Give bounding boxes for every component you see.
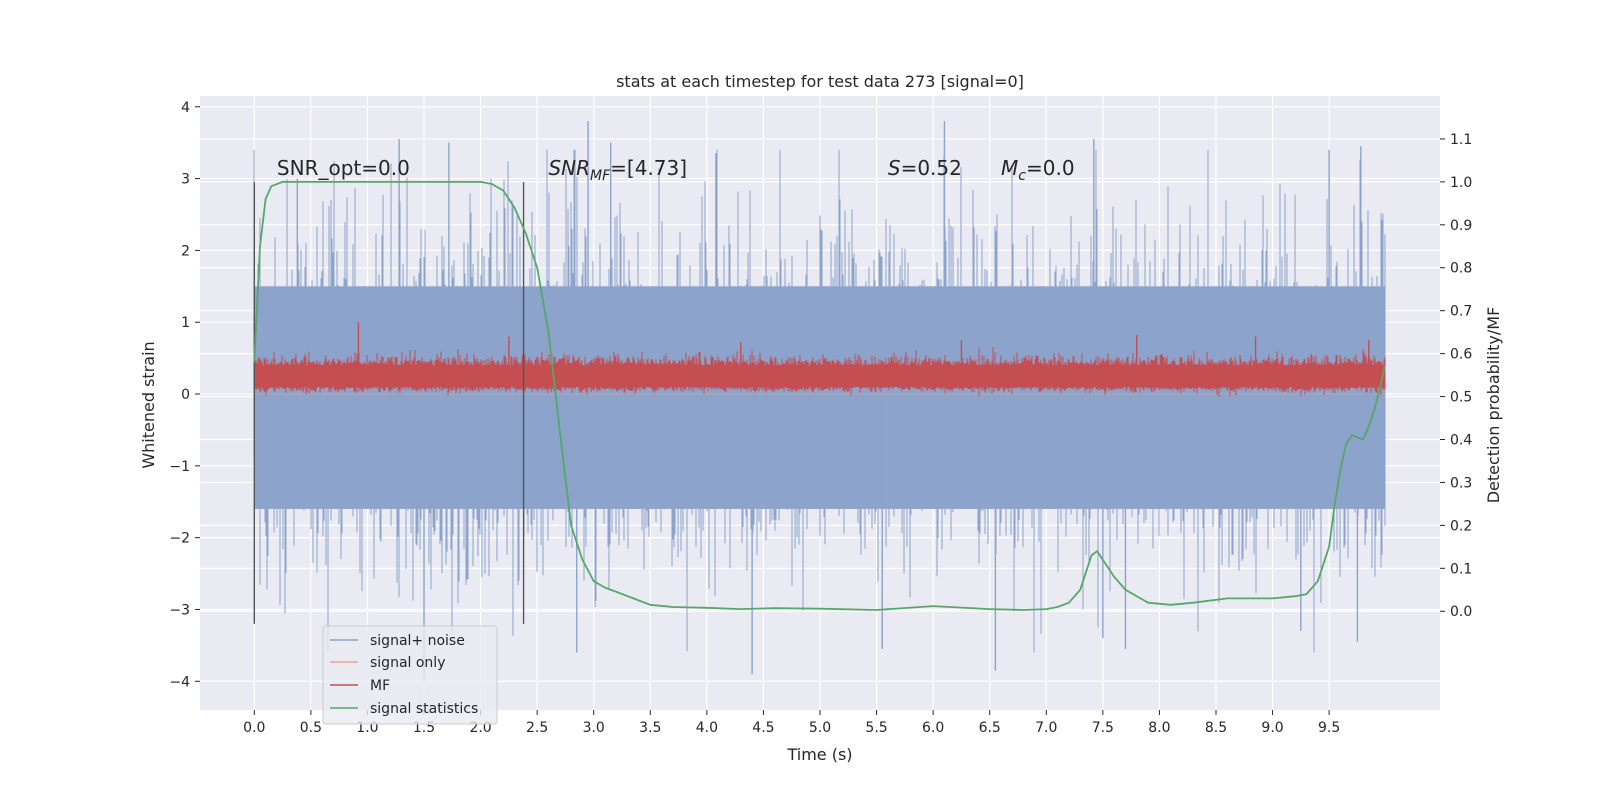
signal-noise-layer xyxy=(253,121,1386,682)
x-tick-label: 0.5 xyxy=(300,720,322,736)
y-tick-label: −3 xyxy=(169,602,190,618)
y2-tick-label: 0.2 xyxy=(1450,518,1472,534)
y2-tick-label: 0.0 xyxy=(1450,604,1472,620)
y-tick-label: 0 xyxy=(181,387,190,403)
y2-tick-label: 1.1 xyxy=(1450,132,1472,148)
x-tick-label: 2.5 xyxy=(526,720,548,736)
y-tick-label: −2 xyxy=(169,531,190,547)
y2-tick-label: 0.5 xyxy=(1450,390,1472,406)
y2-tick-label: 1.0 xyxy=(1450,175,1472,191)
y2-tick-label: 0.7 xyxy=(1450,304,1472,320)
x-tick-label: 4.0 xyxy=(696,720,718,736)
y2-tick-label: 0.9 xyxy=(1450,218,1472,234)
y2-axis-label: Detection probability/MF xyxy=(1484,307,1503,504)
x-tick-label: 6.5 xyxy=(979,720,1001,736)
y-tick-label: 4 xyxy=(181,100,190,116)
x-tick-label: 8.5 xyxy=(1205,720,1227,736)
annotation-text: Mc=0.0 xyxy=(1001,156,1075,184)
x-tick-label: 6.0 xyxy=(922,720,944,736)
x-axis-label: Time (s) xyxy=(786,745,852,764)
signal-statistics-layer xyxy=(253,180,1386,611)
annotation-layer: SNR_opt=0.0 SNRMF=[4.73] S=0.52 Mc=0.0 xyxy=(277,156,1075,184)
x-tick-label: 9.0 xyxy=(1261,720,1283,736)
y-tick-label: −4 xyxy=(169,674,190,690)
legend: signal+ noise signal only MF signal stat… xyxy=(322,625,498,725)
x-tick-label: 9.5 xyxy=(1318,720,1340,736)
y-axis-label: Whitened strain xyxy=(139,341,158,468)
legend-label-signal-statistics: signal statistics xyxy=(370,701,478,717)
x-tick-label: 3.5 xyxy=(639,720,661,736)
y2-tick-label: 0.8 xyxy=(1450,261,1472,277)
x-tick-label: 5.0 xyxy=(809,720,831,736)
x-tick-label: 7.5 xyxy=(1092,720,1114,736)
y2-tick-label: 0.6 xyxy=(1450,347,1472,363)
x-tick-label: 4.5 xyxy=(752,720,774,736)
legend-label-signal-noise: signal+ noise xyxy=(370,633,465,649)
legend-box xyxy=(322,625,498,725)
annotation-text: S=0.52 xyxy=(888,156,962,180)
annotation-text: SNR_opt=0.0 xyxy=(277,156,410,180)
y-tick-label: 1 xyxy=(181,315,190,331)
y-tick-label: 2 xyxy=(181,243,190,259)
x-tick-label: 7.0 xyxy=(1035,720,1057,736)
y-tick-label: 3 xyxy=(181,172,190,188)
x-tick-label: 3.0 xyxy=(583,720,605,736)
vertical-marker-layer xyxy=(253,182,525,624)
x-tick-label: 0.0 xyxy=(243,720,265,736)
mf-layer xyxy=(253,322,1386,397)
tick-layer: 0.0 0.5 1.0 1.5 2.0 2.5 3.0 3.5 4.0 4.5 5.0 5.5 6.0 6… xyxy=(169,100,1472,736)
signal-statistics-line xyxy=(253,180,1386,611)
legend-label-signal-only: signal only xyxy=(370,655,445,671)
legend-label-mf: MF xyxy=(370,678,390,694)
chart-title: stats at each timestep for test data 273… xyxy=(616,72,1024,91)
x-tick-label: 5.5 xyxy=(865,720,887,736)
annotation-text: SNRMF=[4.73] xyxy=(548,156,687,184)
y2-tick-label: 0.4 xyxy=(1450,432,1472,448)
y-tick-label: −1 xyxy=(169,459,190,475)
y2-tick-label: 0.1 xyxy=(1450,561,1472,577)
y2-tick-label: 0.3 xyxy=(1450,475,1472,491)
x-tick-label: 8.0 xyxy=(1148,720,1170,736)
